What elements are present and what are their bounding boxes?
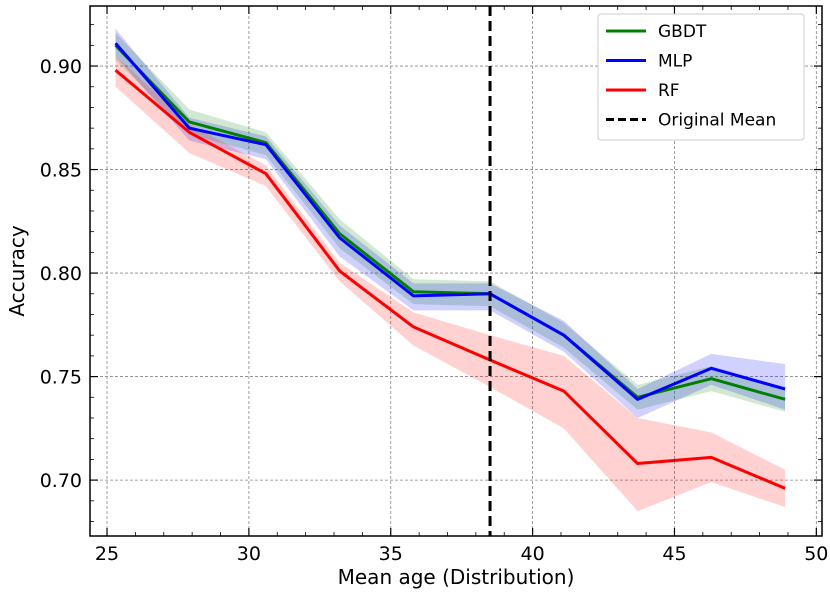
x-tick-label: 50 xyxy=(804,543,828,565)
legend-box xyxy=(597,13,805,141)
y-tick-label: 0.85 xyxy=(40,160,82,182)
series-lines xyxy=(114,42,786,490)
grid xyxy=(90,6,822,536)
y-tick-label: 0.75 xyxy=(40,367,82,389)
y-tick-label: 0.70 xyxy=(40,470,82,492)
rf-series-line xyxy=(114,69,786,490)
gbdt-series-line xyxy=(114,44,786,401)
legend-label-gbdt: GBDT xyxy=(658,22,707,42)
y-tick-label: 0.90 xyxy=(40,56,82,78)
axis-ticks xyxy=(90,6,822,536)
legend-label-original-mean: Original Mean xyxy=(658,111,776,131)
x-tick-label: 40 xyxy=(521,543,545,565)
y-axis-label: Accuracy xyxy=(5,225,29,316)
plot-frame xyxy=(89,5,823,537)
x-tick-label: 25 xyxy=(95,543,119,565)
x-tick-label: 35 xyxy=(379,543,403,565)
legend-label-rf: RF xyxy=(658,81,680,101)
tick-labels: 25 30 35 40 45 50 0.70 0.75 0.80 0.85 0.90 xyxy=(40,56,829,565)
mlp-series-line xyxy=(114,42,786,401)
x-tick-label: 30 xyxy=(237,543,261,565)
legend: GBDT MLP RF Original Mean xyxy=(597,13,805,141)
x-tick-label: 45 xyxy=(662,543,686,565)
gbdt-confidence-band xyxy=(115,32,786,412)
legend-label-mlp: MLP xyxy=(658,52,692,72)
x-axis-label: Mean age (Distribution) xyxy=(338,565,575,589)
rf-confidence-band xyxy=(115,55,786,512)
y-tick-label: 0.80 xyxy=(40,263,82,285)
